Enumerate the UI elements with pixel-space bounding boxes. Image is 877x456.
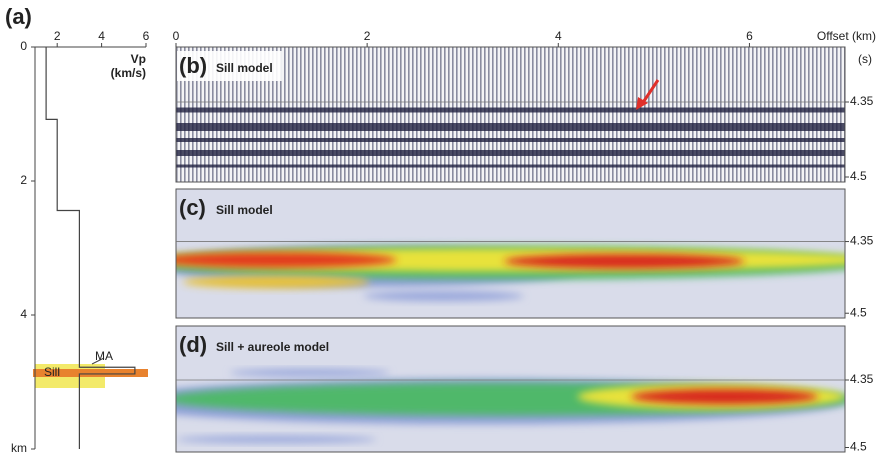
panel-title: Sill model xyxy=(216,203,273,217)
y-tick-label: 4.35 xyxy=(850,94,874,108)
y-tick-label: 4.35 xyxy=(850,372,874,386)
amplitude-blob xyxy=(504,254,745,268)
amplitude-blob xyxy=(631,389,818,404)
panel-label: (a) xyxy=(5,4,32,29)
reflection xyxy=(176,150,845,156)
x-tick-label: 2 xyxy=(364,29,371,43)
y-tick-label: 0 xyxy=(20,39,27,53)
y-tick-label: 4.35 xyxy=(850,234,874,248)
y-tick-label: km xyxy=(11,441,27,455)
y-tick-label: 4.5 xyxy=(850,169,867,183)
y-tick-label: 2 xyxy=(20,173,27,187)
amplitude-blob xyxy=(176,436,377,444)
x-tick-label: 4 xyxy=(555,29,562,43)
x-label: Vp xyxy=(131,52,146,66)
panel-label: (b) xyxy=(179,53,207,78)
x-unit: (km/s) xyxy=(111,66,146,80)
annotation: MA xyxy=(95,349,113,363)
panel-label: (c) xyxy=(179,195,206,220)
x-tick-label: 0 xyxy=(173,29,180,43)
amplitude-blob xyxy=(230,369,391,377)
y-unit: (s) xyxy=(858,52,872,66)
reflection xyxy=(176,123,845,131)
amplitude-blob xyxy=(363,291,524,301)
figure: (a) Vp(km/s) 2 4 6 0 2 4 km Sill MA 4.35 4.5 0 2 4 6 Offs… xyxy=(0,0,877,456)
reflection xyxy=(176,165,845,168)
amplitude-blob xyxy=(183,275,370,288)
panel-title: Sill model xyxy=(216,61,273,75)
x-tick-label: 2 xyxy=(54,29,61,43)
x-label: Offset (km) xyxy=(817,29,876,43)
reflection xyxy=(176,138,845,142)
annotation: Sill xyxy=(44,365,60,379)
x-tick-label: 4 xyxy=(98,29,105,43)
x-tick-label: 6 xyxy=(746,29,753,43)
y-tick-label: 4.5 xyxy=(850,440,867,454)
y-tick-label: 4.5 xyxy=(850,305,867,319)
velocity-profile xyxy=(46,47,135,449)
amplitude-blob xyxy=(156,252,397,267)
y-tick-label: 4 xyxy=(20,307,27,321)
x-tick-label: 6 xyxy=(143,29,150,43)
panel-title: Sill + aureole model xyxy=(216,340,329,354)
panel-label: (d) xyxy=(179,332,207,357)
reflection xyxy=(176,108,845,113)
